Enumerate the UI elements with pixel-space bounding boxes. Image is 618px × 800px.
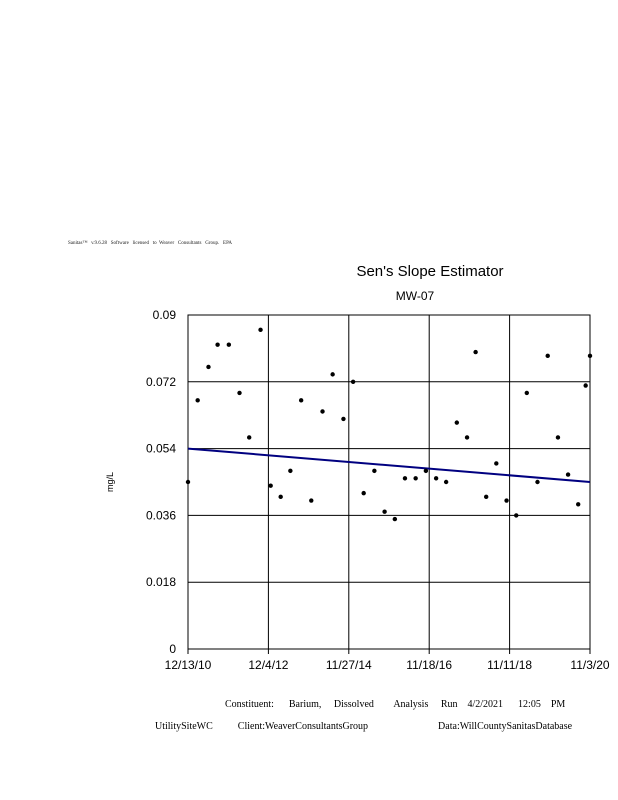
sens-slope-trend-line xyxy=(187,447,591,483)
data-point xyxy=(545,353,550,359)
data-point xyxy=(268,483,273,488)
y-tick-label: 0.018 xyxy=(146,575,176,589)
data-point xyxy=(565,472,571,477)
data-point xyxy=(473,349,478,355)
x-tick-label: 11/3/20 xyxy=(570,658,609,672)
data-point xyxy=(226,342,232,347)
data-point xyxy=(258,327,263,333)
data-point xyxy=(341,416,346,422)
chart-subtitle: MW-07 xyxy=(395,289,435,303)
data-point xyxy=(576,502,581,507)
data-point xyxy=(206,364,211,370)
y-tick-label: 0 xyxy=(169,642,176,656)
data-point xyxy=(298,398,304,403)
data-point xyxy=(185,479,191,485)
data-point xyxy=(494,461,499,466)
data-point xyxy=(433,476,439,481)
footer-site-line: UtilitySiteWC Client:WeaverConsultantsGr… xyxy=(155,721,573,732)
data-point xyxy=(278,494,283,500)
x-tick-label: 12/13/10 xyxy=(165,658,212,672)
data-point xyxy=(483,494,489,500)
data-point xyxy=(320,409,325,414)
data-point xyxy=(402,476,408,481)
data-point xyxy=(423,468,429,474)
data-point xyxy=(555,435,561,440)
data-point xyxy=(504,498,509,503)
y-tick-label: 0.036 xyxy=(146,508,176,522)
data-point xyxy=(583,383,588,388)
data-point xyxy=(464,435,470,440)
y-tick-label: 0.09 xyxy=(153,308,177,322)
x-tick-label: 11/27/14 xyxy=(326,658,372,672)
data-point xyxy=(246,435,252,440)
data-point xyxy=(237,390,242,396)
plot-area xyxy=(187,314,591,650)
chart-title: Sen's Slope Estimator xyxy=(356,263,504,280)
data-point xyxy=(454,420,460,425)
data-point xyxy=(309,498,314,503)
data-point xyxy=(361,490,366,496)
x-tick-label: 11/11/18 xyxy=(487,658,532,672)
data-point xyxy=(524,390,530,396)
data-point xyxy=(514,513,519,518)
x-tick-label: 12/4/12 xyxy=(248,658,288,672)
software-license-notice: Sanitas™ v.9.6.28 Software licensed to W… xyxy=(68,241,233,246)
data-point xyxy=(195,398,200,403)
data-point xyxy=(392,516,398,522)
y-axis-label: mg/L xyxy=(105,472,115,492)
footer-constituent-line: Constituent: Barium, Dissolved Analysis … xyxy=(225,699,566,710)
y-tick-label: 0.072 xyxy=(146,375,176,389)
data-point xyxy=(288,468,293,474)
data-point xyxy=(382,509,387,514)
data-point xyxy=(350,379,356,384)
data-point xyxy=(215,342,220,347)
data-point xyxy=(443,479,449,485)
data-point xyxy=(330,372,335,377)
data-point xyxy=(587,353,593,359)
data-point xyxy=(535,479,540,485)
data-point xyxy=(413,476,418,481)
x-tick-label: 11/18/16 xyxy=(406,658,452,672)
y-tick-label: 0.054 xyxy=(146,442,176,456)
data-point xyxy=(372,468,377,474)
